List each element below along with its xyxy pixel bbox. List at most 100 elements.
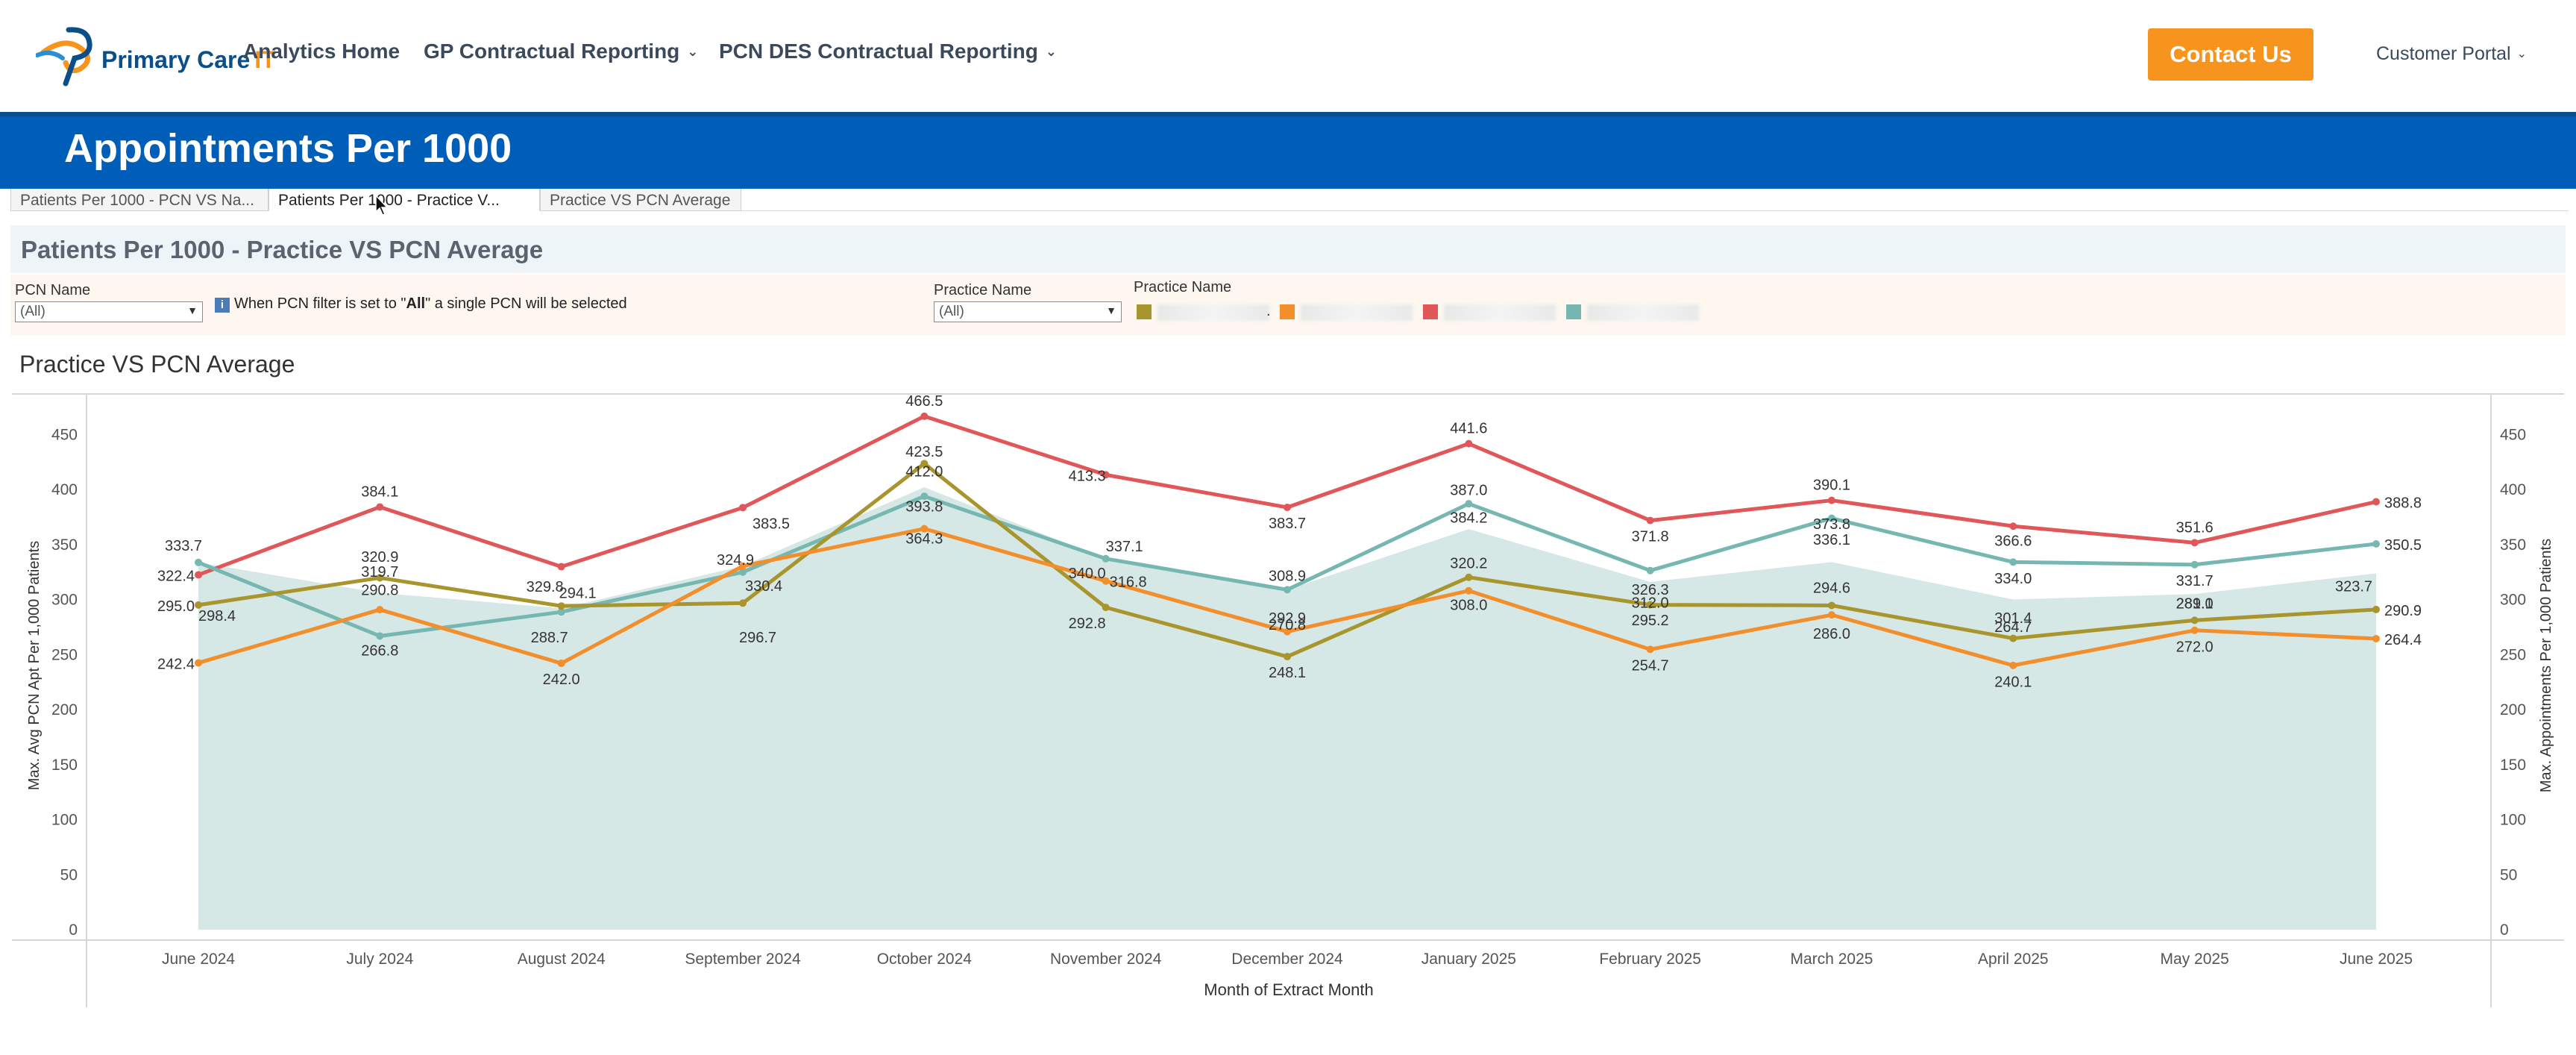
tab-practice-vs-pcn-average[interactable]: Practice VS PCN Average <box>540 189 741 211</box>
data-label: 308.0 <box>1450 597 1487 613</box>
legend-item-practice-4[interactable] <box>1566 301 1708 321</box>
data-point-teal <box>2009 558 2017 566</box>
data-label: 441.6 <box>1450 421 1487 437</box>
data-label: 383.7 <box>1269 516 1306 532</box>
data-point-orange <box>195 659 202 667</box>
nav-gp-contractual-reporting[interactable]: GP Contractual Reporting ⌄ <box>424 40 699 63</box>
tab-patients-per-1000-practice-vs-pcn[interactable]: Patients Per 1000 - Practice V... <box>268 189 540 211</box>
chevron-down-icon: ⌄ <box>1045 44 1057 59</box>
note-text-bold: All <box>406 295 426 312</box>
y-tick-label-left: 50 <box>60 866 78 883</box>
pcn-filter-note: i When PCN filter is set to "All" a singl… <box>215 295 627 313</box>
y-tick-label-right: 400 <box>2500 481 2526 498</box>
practice-name-value: (All) <box>939 304 964 319</box>
data-label: 331.7 <box>2176 573 2214 589</box>
contact-us-button[interactable]: Contact Us <box>2148 28 2313 81</box>
y-tick-label-right: 200 <box>2500 701 2526 719</box>
data-point-orange <box>739 562 747 570</box>
x-tick-label: December 2024 <box>1231 951 1343 968</box>
primary-care-it-logo[interactable]: Primary Care IT <box>35 25 276 87</box>
nav-pcn-des-contractual-reporting[interactable]: PCN DES Contractual Reporting ⌄ <box>719 40 1057 63</box>
data-point-olive <box>739 599 747 607</box>
legend-swatch <box>1423 304 1438 319</box>
x-tick-label: June 2024 <box>162 951 235 968</box>
pcn-name-dropdown[interactable]: (All) ▼ <box>15 301 203 322</box>
data-label: 254.7 <box>1632 657 1669 674</box>
data-label: 320.9 <box>361 549 398 566</box>
data-point-teal <box>1284 586 1291 594</box>
data-label: 294.6 <box>1813 580 1850 597</box>
x-axis-title: Month of Extract Month <box>1204 980 1373 999</box>
data-label: 319.7 <box>361 564 398 580</box>
data-label: 308.9 <box>1269 568 1306 584</box>
note-text-prefix: When PCN filter is set to " <box>234 295 406 312</box>
data-label: 320.2 <box>1450 556 1487 572</box>
y-tick-label-left: 400 <box>51 481 78 498</box>
data-label: 295.0 <box>157 598 195 615</box>
data-point-red <box>920 412 929 420</box>
data-point-teal <box>2372 540 2380 548</box>
data-point-olive <box>2190 616 2199 624</box>
data-label: 316.8 <box>1110 575 1147 591</box>
x-tick-label: November 2024 <box>1050 951 1162 968</box>
legend-redacted-label <box>1444 304 1556 321</box>
mouse-cursor-icon <box>375 194 389 216</box>
customer-portal-menu[interactable]: Customer Portal ⌄ <box>2376 43 2528 64</box>
data-point-red <box>2009 522 2017 530</box>
y-tick-label-right: 350 <box>2500 536 2526 554</box>
legend-separator: . <box>1266 303 1271 319</box>
data-label: 388.8 <box>2384 495 2422 512</box>
y-tick-label-left: 0 <box>69 921 78 939</box>
data-label: 301.4 <box>1994 610 2032 627</box>
dropdown-arrow-icon: ▼ <box>1106 304 1116 316</box>
data-label: 288.7 <box>531 630 568 646</box>
data-point-teal <box>376 632 384 640</box>
data-label: 248.1 <box>1269 665 1306 681</box>
data-label: 364.3 <box>905 530 943 547</box>
dropdown-arrow-icon: ▼ <box>187 304 198 316</box>
data-label: 330.4 <box>745 578 782 595</box>
legend-item-practice-3[interactable] <box>1423 301 1565 321</box>
legend-item-practice-2[interactable] <box>1280 301 1421 321</box>
practice-name-dropdown[interactable]: (All) ▼ <box>934 301 1122 322</box>
data-label: 295.2 <box>1632 613 1669 629</box>
data-label: 413.3 <box>1069 468 1106 484</box>
x-tick-label: August 2024 <box>518 951 606 968</box>
nav-analytics-home[interactable]: Analytics Home <box>243 40 400 63</box>
y-tick-label-right: 300 <box>2500 592 2526 609</box>
data-point-olive <box>376 574 384 582</box>
dashboard-tabs: Patients Per 1000 - PCN VS Na... Patient… <box>10 189 2569 211</box>
data-label: 264.7 <box>1994 619 2032 636</box>
data-label: 292.8 <box>1069 616 1106 632</box>
x-tick-label: July 2024 <box>346 951 413 968</box>
data-label: 281.1 <box>2176 595 2214 612</box>
data-point-teal <box>920 492 929 501</box>
data-point-teal <box>1102 554 1110 563</box>
data-label: 384.1 <box>361 483 398 500</box>
x-tick-label: February 2025 <box>1599 951 1701 968</box>
data-label: 270.8 <box>1269 617 1306 633</box>
data-point-orange <box>1465 586 1473 595</box>
data-label: 373.8 <box>1813 516 1850 533</box>
data-point-teal <box>1465 500 1473 508</box>
data-point-olive <box>1284 653 1291 661</box>
tab-patients-per-1000-pcn-vs-national[interactable]: Patients Per 1000 - PCN VS Na... <box>10 189 268 211</box>
section-title: Patients Per 1000 - Practice VS PCN Aver… <box>21 236 544 263</box>
data-label: 266.8 <box>361 642 398 659</box>
y-tick-label-left: 350 <box>51 536 78 554</box>
data-label: 366.6 <box>1994 533 2032 549</box>
filter-bar: PCN Name (All) ▼ i When PCN filter is set… <box>10 275 2566 336</box>
y-tick-label-right: 450 <box>2500 426 2526 443</box>
chevron-down-icon: ⌄ <box>687 44 699 59</box>
data-label: 336.1 <box>1813 532 1850 548</box>
data-point-red <box>2190 539 2199 547</box>
data-label: 329.8 <box>527 579 564 595</box>
legend-item-practice-1[interactable]: . <box>1137 301 1278 321</box>
data-label: 322.4 <box>157 568 195 584</box>
data-point-red <box>2372 498 2380 506</box>
data-label: 298.4 <box>198 608 236 624</box>
chevron-down-icon: ⌄ <box>2516 48 2528 60</box>
ribbon-icon <box>35 27 92 87</box>
data-label: 412.0 <box>905 463 943 480</box>
data-label: 290.9 <box>2384 603 2422 619</box>
